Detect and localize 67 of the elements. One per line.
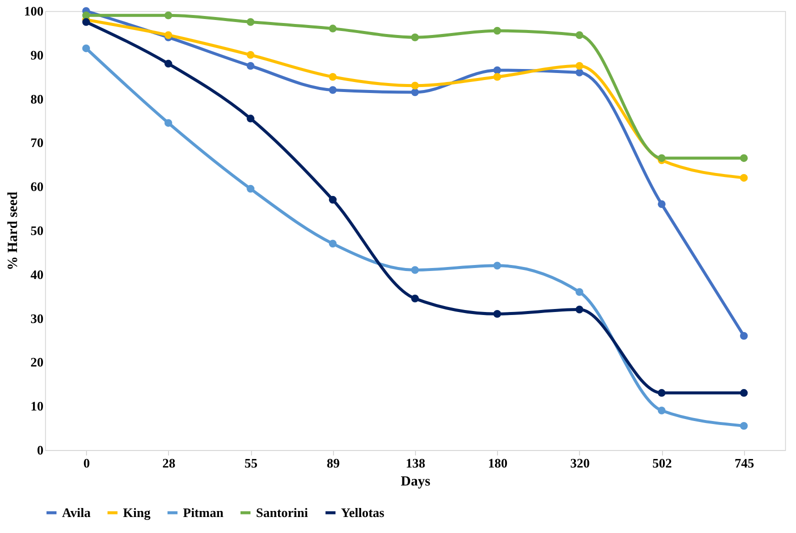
point (328, 240, 337, 248)
point (740, 332, 748, 340)
x-tick-label: 28 (162, 456, 176, 470)
point (82, 12, 90, 20)
x-tick-label: 138 (406, 456, 426, 470)
point (82, 18, 90, 26)
point (658, 200, 666, 208)
point (493, 66, 502, 74)
y-tick-label: 60 (30, 179, 44, 194)
x-tick-label: 89 (326, 456, 340, 470)
point (740, 389, 748, 397)
point (328, 86, 337, 94)
point (576, 62, 584, 70)
point (740, 154, 748, 162)
y-tick-label: 80 (30, 91, 44, 106)
point (493, 72, 502, 81)
point (576, 288, 584, 296)
x-tick-label: 320 (570, 456, 590, 470)
x-tick-label: 180 (488, 456, 508, 470)
point (246, 114, 254, 122)
y-axis-title: % Hard seed (6, 192, 21, 270)
y-tick-label: 10 (30, 398, 44, 414)
point (164, 12, 172, 20)
point (658, 154, 666, 162)
point (576, 306, 584, 314)
point (493, 262, 502, 270)
x-tick-label: 745 (734, 456, 755, 470)
point (576, 68, 584, 76)
legend-label: Avila (62, 504, 92, 520)
legend-label: Pitman (183, 504, 224, 520)
y-tick-label: 30 (30, 310, 44, 326)
point (164, 119, 172, 127)
point (411, 294, 419, 302)
point (658, 406, 666, 414)
point (328, 72, 337, 81)
legend-label: Yellotas (341, 504, 384, 520)
point (411, 33, 419, 42)
legend-label: Santorini (256, 504, 308, 520)
point (411, 82, 419, 90)
point (246, 62, 254, 70)
y-tick-label: 0 (37, 442, 44, 458)
point (740, 174, 748, 182)
x-tick-label: 55 (244, 456, 258, 470)
x-tick-label: 0 (83, 456, 90, 470)
point (164, 60, 172, 68)
y-tick-label: 90 (30, 47, 44, 62)
y-tick-label: 70 (30, 135, 44, 150)
point (246, 184, 254, 193)
y-tick-label: 20 (30, 354, 44, 370)
point (82, 44, 90, 52)
point (328, 196, 337, 204)
point (246, 51, 254, 59)
y-tick-label: 40 (30, 266, 44, 282)
point (328, 24, 337, 32)
point (246, 18, 254, 26)
x-axis-title: Days (400, 474, 431, 490)
legend-label: King (123, 504, 151, 520)
x-tick-label: 502 (652, 456, 672, 470)
y-tick-label: 100 (24, 4, 44, 18)
point (740, 422, 748, 430)
point (493, 26, 502, 35)
point (493, 310, 502, 318)
point (658, 389, 666, 397)
point (411, 266, 419, 274)
point (576, 31, 584, 40)
point (411, 88, 419, 96)
y-tick-label: 50 (30, 223, 44, 238)
